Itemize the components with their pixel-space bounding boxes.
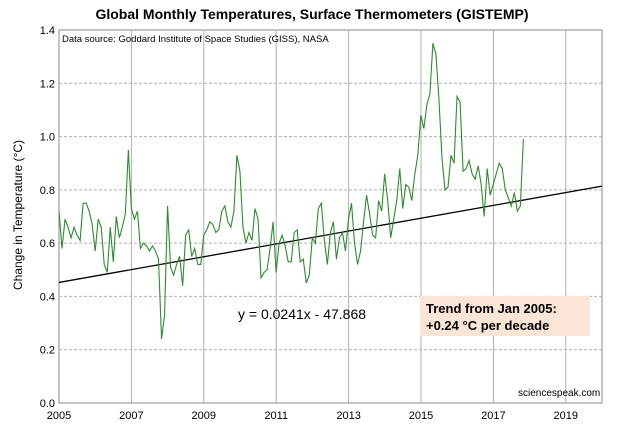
y-axis-label: Change in Temperature (°C)	[11, 140, 25, 290]
x-tick-label: 2009	[192, 410, 216, 422]
x-tick-label: 2011	[264, 410, 288, 422]
x-tick-label: 2015	[409, 410, 433, 422]
data-source-note: Data source: Goddard Institute of Space …	[62, 34, 329, 45]
x-tick-label: 2019	[554, 410, 578, 422]
x-tick-label: 2013	[336, 410, 360, 422]
y-tick-label: 0.4	[40, 291, 55, 303]
plot-area-border	[58, 29, 603, 404]
trend-annotation-line1: Trend from Jan 2005:	[426, 301, 557, 316]
y-tick-labels: 0.0 0.2 0.4 0.6 0.8 1.0 1.2 1.4	[40, 25, 55, 410]
trend-equation: y = 0.0241x - 47.868	[238, 306, 367, 322]
credit-text: sciencespeak.com	[518, 388, 601, 399]
y-tick-label: 1.2	[40, 78, 55, 90]
y-gridlines	[59, 82, 602, 351]
y-tick-label: 1.4	[40, 25, 55, 37]
x-tick-label: 2017	[481, 410, 505, 422]
x-tick-label: 2007	[119, 410, 143, 422]
chart-title: Global Monthly Temperatures, Surface The…	[95, 6, 529, 22]
temperature-series-line	[58, 43, 524, 340]
x-gridlines	[130, 30, 567, 403]
x-tick-labels: 2005 2007 2009 2011 2013 2015 2017 2019	[47, 410, 578, 422]
y-tick-label: 0.8	[40, 185, 55, 197]
y-tick-label: 1.0	[40, 132, 55, 144]
y-tick-label: 0.0	[40, 398, 55, 410]
y-tick-label: 0.2	[40, 345, 55, 357]
trend-annotation-box: Trend from Jan 2005: +0.24 °C per decade	[420, 296, 590, 336]
trend-annotation-line2: +0.24 °C per decade	[426, 318, 550, 333]
x-tick-label: 2005	[47, 410, 71, 422]
y-tick-label: 0.6	[40, 238, 55, 250]
